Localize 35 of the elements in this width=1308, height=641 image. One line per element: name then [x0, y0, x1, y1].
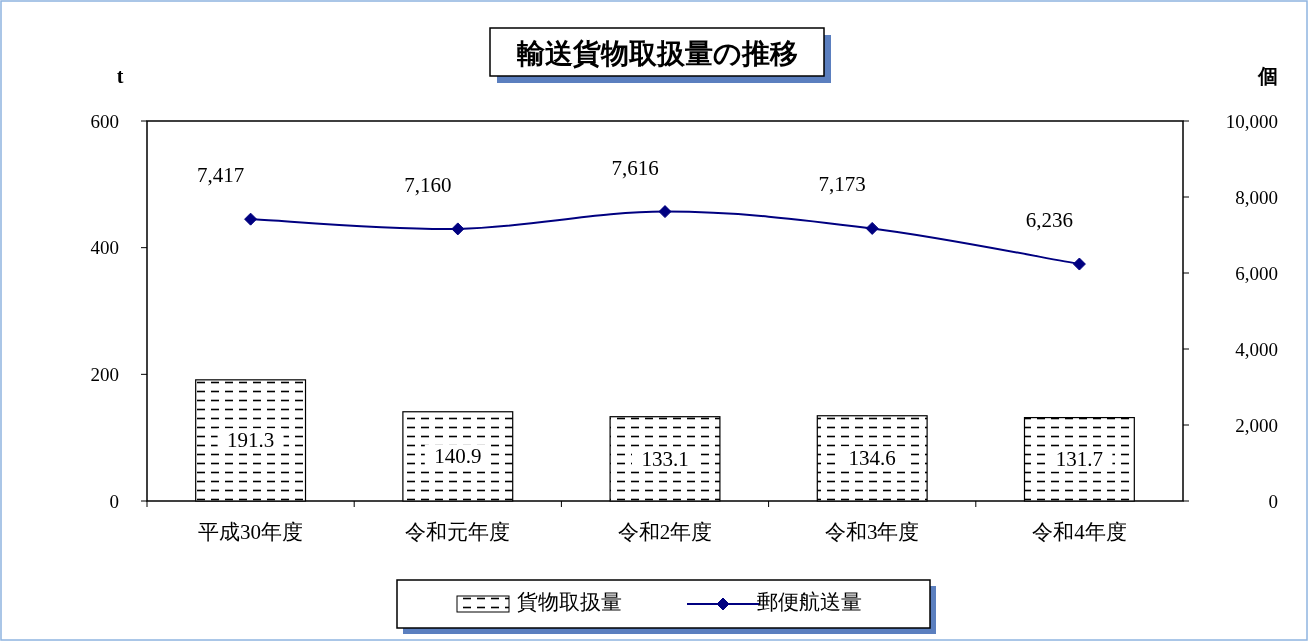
- data-label: 7,417: [196, 163, 245, 188]
- data-label: 7,173: [818, 172, 866, 197]
- data-label: 7,616: [611, 155, 659, 180]
- x-tick-label: 令和元年度: [405, 520, 511, 544]
- y2-tick-label: 8,000: [1235, 186, 1278, 208]
- chart-title: 輸送貨物取扱量の推移: [515, 37, 798, 69]
- legend-label: 貨物取扱量: [517, 590, 622, 614]
- data-label: 7,160: [404, 172, 452, 197]
- point: [658, 205, 672, 219]
- y2-tick-label: 0: [1268, 490, 1278, 512]
- data-label: 134.6: [848, 446, 896, 471]
- point: [451, 222, 465, 236]
- y-tick-label: 600: [90, 110, 119, 132]
- y-tick-label: 0: [109, 490, 119, 512]
- y2-tick-label: 6,000: [1235, 262, 1278, 284]
- data-label: 6,236: [1025, 208, 1074, 233]
- point: [865, 221, 879, 235]
- data-label: 191.3: [226, 428, 275, 453]
- y-axis-title: t: [116, 65, 124, 87]
- x-tick-label: 令和4年度: [1032, 520, 1127, 544]
- y-tick-label: 400: [90, 237, 119, 259]
- data-label: 133.1: [641, 446, 689, 471]
- y2-tick-label: 4,000: [1235, 338, 1278, 360]
- y2-axis-title: 個: [1257, 65, 1278, 87]
- y-tick-label: 200: [90, 363, 119, 385]
- y2-tick-label: 10,000: [1225, 110, 1278, 132]
- x-tick-label: 令和2年度: [617, 520, 713, 544]
- y2-tick-label: 2,000: [1235, 414, 1278, 436]
- point: [1072, 257, 1086, 271]
- data-label: 140.9: [434, 444, 482, 469]
- legend-label: 郵便航送量: [757, 590, 862, 614]
- x-tick-label: 平成30年度: [198, 520, 304, 544]
- data-label: 131.7: [1055, 447, 1104, 472]
- point: [244, 212, 258, 226]
- x-tick-label: 令和3年度: [824, 520, 920, 544]
